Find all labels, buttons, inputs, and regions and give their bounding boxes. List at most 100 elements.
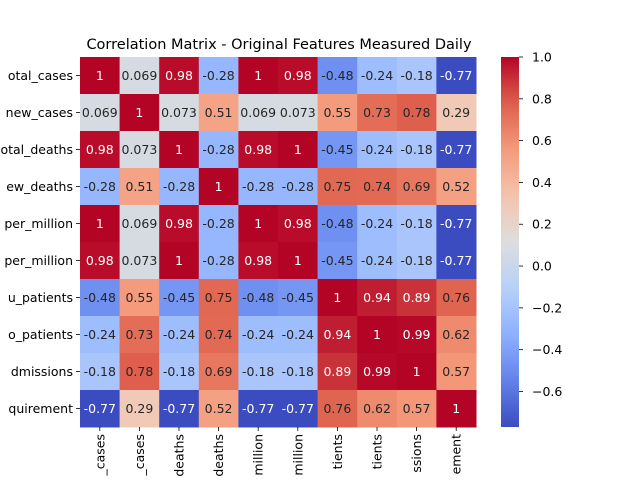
cell-value-label: 0.069	[122, 216, 158, 231]
cell-value-label: 0.99	[363, 364, 391, 379]
heatmap-cell	[357, 94, 398, 132]
cell-value-label: -0.24	[84, 327, 116, 342]
colorbar: 1.0 0.8 0.6 0.4 0.2 0.0 −0.2 −0.4 −0.6	[501, 50, 562, 427]
cell-value-label: -0.24	[282, 327, 314, 342]
cell-value-label: 0.98	[284, 68, 312, 83]
cell-value-label: 0.74	[363, 179, 391, 194]
heatmap-cell	[317, 168, 358, 206]
cell-value-label: 0.78	[403, 105, 431, 120]
cell-value-label: -0.28	[84, 179, 116, 194]
cell-value-label: 0.29	[125, 401, 153, 416]
cell-value-label: 0.69	[205, 364, 233, 379]
heatmap-cell	[436, 205, 477, 243]
cell-value-label: 1	[175, 142, 183, 157]
heatmap-cell	[159, 279, 200, 317]
cell-value-label: 0.98	[86, 142, 114, 157]
cell-value-label: 0.073	[161, 105, 197, 120]
heatmap-cell	[119, 279, 160, 317]
colorbar-tick-label: −0.6	[532, 384, 562, 399]
heatmap-cell	[159, 316, 200, 354]
heatmap-cell	[278, 205, 319, 243]
cell-value-label: -0.18	[163, 364, 195, 379]
colorbar-tick-label: 0.2	[532, 217, 552, 232]
heatmap-cell	[238, 168, 279, 206]
cell-value-label: -0.28	[202, 68, 234, 83]
heatmap-cell	[278, 94, 319, 132]
heatmap-cell	[317, 57, 358, 95]
cell-value-label: 0.55	[125, 290, 153, 305]
heatmap-cell	[238, 353, 279, 391]
heatmap-cell	[436, 131, 477, 169]
heatmap-cell	[317, 205, 358, 243]
heatmap-cell	[357, 390, 398, 428]
heatmap-cell	[436, 390, 477, 428]
heatmap-cell	[198, 390, 239, 428]
heatmap-cell	[317, 353, 358, 391]
heatmap-cell	[159, 168, 200, 206]
heatmap-cell	[238, 390, 279, 428]
cell-value-label: 0.94	[323, 327, 351, 342]
heatmap-cell	[278, 242, 319, 280]
heatmap-cell	[159, 94, 200, 132]
heatmap-cell	[317, 316, 358, 354]
colorbar-tick-label: 0.8	[532, 91, 552, 106]
cell-value-label: -0.18	[84, 364, 116, 379]
heatmap-cell	[80, 168, 121, 206]
heatmap-cell	[119, 316, 160, 354]
heatmap-cell	[278, 168, 319, 206]
cell-value-label: -0.18	[242, 364, 274, 379]
cell-value-label: 0.98	[244, 253, 272, 268]
cell-value-label: 0.73	[363, 105, 391, 120]
heatmap-cell	[278, 353, 319, 391]
cell-value-label: 0.73	[125, 327, 153, 342]
col-label: _cases	[92, 434, 107, 477]
cell-value-label: 1	[96, 68, 104, 83]
heatmap-cell	[119, 168, 160, 206]
cell-value-label: 0.55	[323, 105, 351, 120]
cell-value-label: -0.24	[361, 142, 393, 157]
row-label: otal_cases	[8, 68, 73, 83]
heatmap-cell	[396, 94, 437, 132]
cell-value-label: 1	[294, 253, 302, 268]
cell-value-label: 1	[254, 216, 262, 231]
heatmap-cell	[317, 242, 358, 280]
heatmap-cell	[119, 57, 160, 95]
heatmap-cell	[436, 353, 477, 391]
heatmap-cell	[278, 57, 319, 95]
cell-value-label: 0.57	[442, 364, 470, 379]
cell-value-label: -0.24	[361, 216, 393, 231]
heatmap-cell	[119, 353, 160, 391]
heatmap-cell	[159, 390, 200, 428]
cell-value-label: -0.24	[361, 253, 393, 268]
cell-value-label: 0.75	[323, 179, 351, 194]
col-label: tients	[330, 434, 345, 469]
cell-value-label: -0.77	[440, 253, 472, 268]
heatmap-cell	[119, 242, 160, 280]
heatmap-cell	[357, 316, 398, 354]
heatmap-cell	[317, 94, 358, 132]
heatmap-cell	[198, 242, 239, 280]
heatmap-cell	[198, 168, 239, 206]
cell-value-label: 0.98	[86, 253, 114, 268]
heatmap-cell	[317, 390, 358, 428]
cell-value-label: -0.28	[202, 216, 234, 231]
cell-value-label: 1	[373, 327, 381, 342]
cell-value-label: 0.073	[280, 105, 316, 120]
heatmap-cell	[119, 131, 160, 169]
heatmap-cell	[198, 205, 239, 243]
cell-value-label: -0.77	[282, 401, 314, 416]
heatmap-cell	[198, 279, 239, 317]
colorbar-tick-label: 1.0	[532, 50, 552, 65]
cell-value-label: 0.76	[323, 401, 351, 416]
heatmap-cell	[396, 390, 437, 428]
heatmap-cell	[278, 316, 319, 354]
heatmap-cell	[238, 94, 279, 132]
cell-value-label: -0.45	[321, 142, 353, 157]
colorbar-tick-label: 0.0	[532, 259, 552, 274]
chart-title: Correlation Matrix - Original Features M…	[86, 37, 472, 53]
heatmap-cell	[238, 205, 279, 243]
heatmap-cell	[159, 353, 200, 391]
cell-value-label: 0.069	[240, 105, 276, 120]
heatmap-cell	[278, 390, 319, 428]
